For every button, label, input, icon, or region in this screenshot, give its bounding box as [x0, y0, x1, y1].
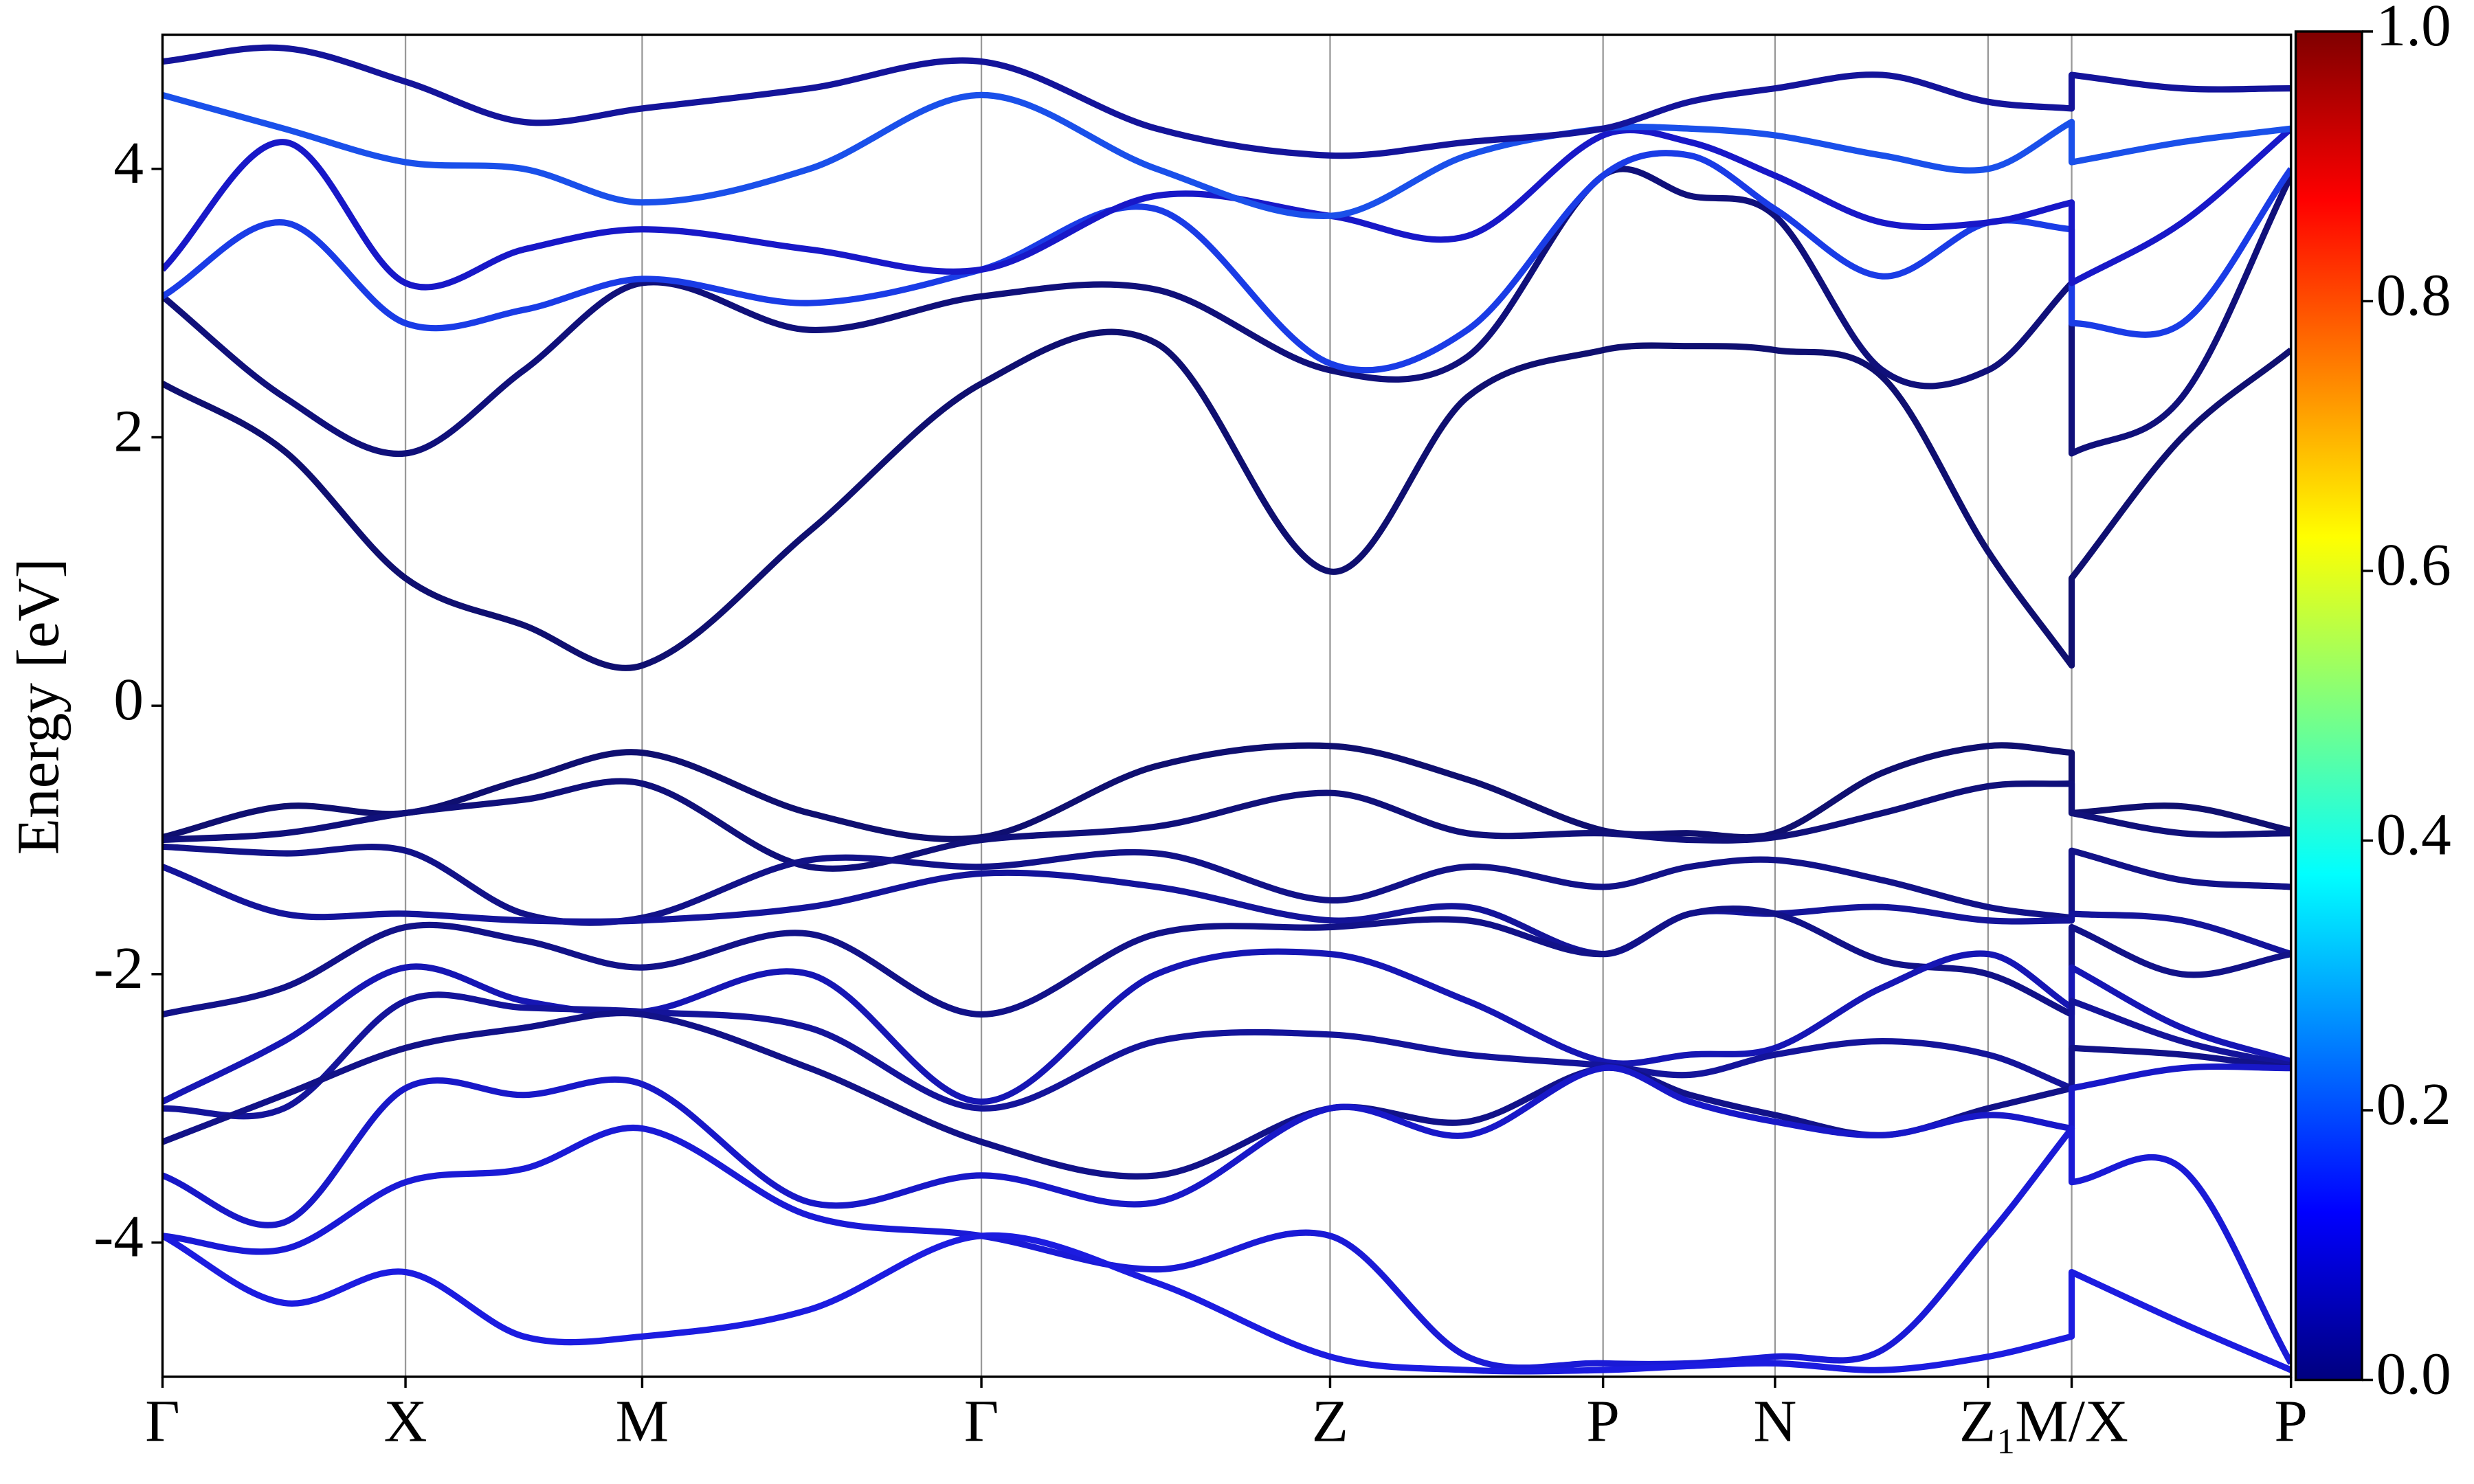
- band: [162, 91, 2291, 219]
- band: [162, 948, 2291, 1105]
- plot-frame: [161, 33, 2293, 1378]
- band: [162, 905, 2291, 1018]
- y-tick-label: -4: [93, 1203, 144, 1270]
- colorbar-tick-label: 0.6: [2376, 531, 2451, 598]
- colorbar-tick-label: 0.2: [2376, 1070, 2451, 1137]
- x-tick-label: N: [1753, 1387, 1796, 1454]
- x-tick-label: Z₁: [1959, 1387, 2017, 1454]
- band: [162, 843, 2291, 926]
- band: [162, 328, 2291, 671]
- x-tick-label: P: [2274, 1387, 2308, 1454]
- x-tick-label: Γ: [145, 1387, 179, 1454]
- band: [162, 44, 2291, 159]
- colorbar-tick-label: 1.0: [2376, 0, 2451, 58]
- band: [162, 778, 2291, 872]
- x-tick-label: M/X: [2015, 1387, 2128, 1454]
- plot-area: [162, 44, 2291, 1375]
- band: [162, 150, 2291, 374]
- x-tick-label: P: [1586, 1387, 1620, 1454]
- y-tick-label: 2: [113, 398, 144, 464]
- band: [162, 1010, 2291, 1180]
- colorbar-tick-label: 0.4: [2376, 800, 2451, 867]
- band: [162, 1124, 2291, 1371]
- colorbar: [2294, 30, 2363, 1382]
- colorbar-tick-label: 0.8: [2376, 261, 2451, 328]
- band: [162, 991, 2291, 1120]
- y-tick-label: 4: [113, 129, 144, 196]
- x-tick-label: Z: [1312, 1387, 1348, 1454]
- band: [162, 864, 2291, 958]
- band: [162, 1063, 2291, 1228]
- colorbar-tick-label: 0.0: [2376, 1340, 2451, 1407]
- x-tick-label: Γ: [964, 1387, 999, 1454]
- y-tick-label: -2: [93, 934, 144, 1001]
- band: [162, 1232, 2291, 1375]
- band: [162, 742, 2291, 842]
- y-tick-label: 0: [113, 666, 144, 732]
- y-axis-label: Energy [eV]: [4, 558, 71, 855]
- x-tick-label: X: [384, 1387, 427, 1454]
- band: [162, 166, 2291, 458]
- x-tick-label: M: [616, 1387, 669, 1454]
